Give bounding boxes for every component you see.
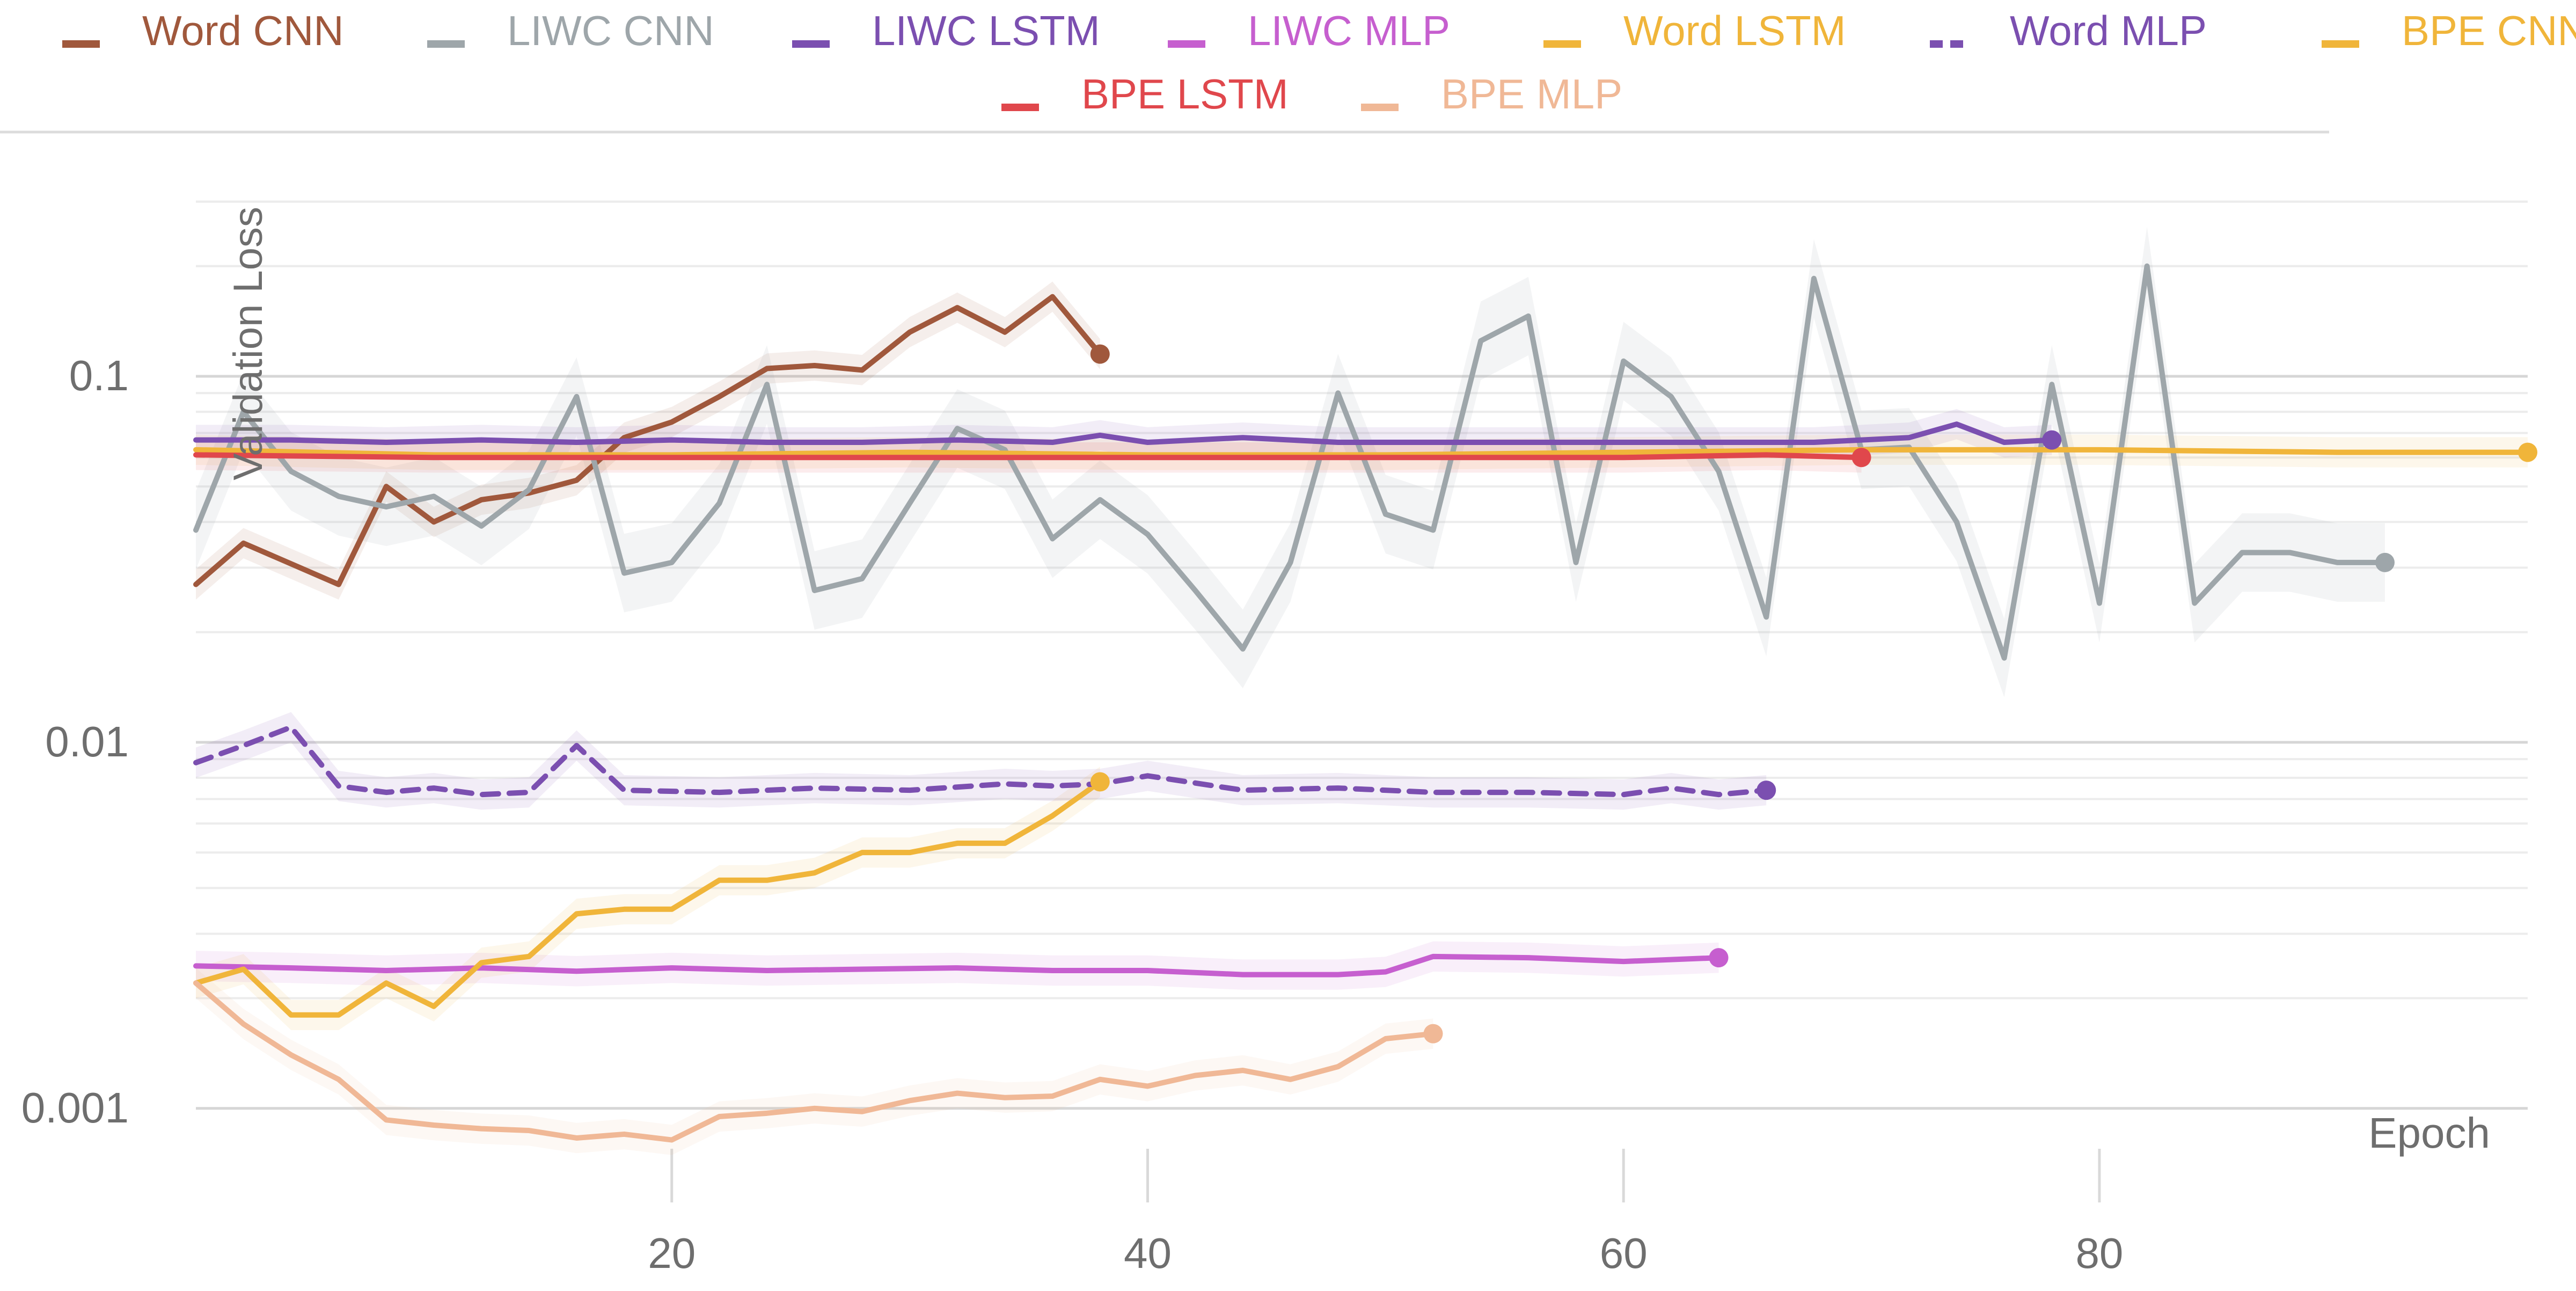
word-lstm-endpoint[interactable] [1090, 772, 1110, 792]
x-axis-label: Epoch [2368, 1109, 2490, 1157]
word-lstm-line[interactable] [193, 779, 1103, 1018]
legend-item-liwc-mlp[interactable]: LIWC MLP [1168, 7, 1450, 54]
word-cnn-endpoint[interactable] [1090, 344, 1110, 364]
legend-item-bpe-cnn[interactable]: BPE CNN [2322, 7, 2576, 54]
grid [196, 200, 2528, 1202]
legend-label: BPE CNN [2402, 7, 2576, 54]
word-cnn-line[interactable] [193, 294, 1103, 587]
legend-label: LIWC MLP [1248, 7, 1450, 54]
legend-label: BPE LSTM [1081, 70, 1289, 118]
liwc-mlp-line[interactable] [193, 953, 1722, 978]
word-mlp-line[interactable] [193, 724, 1769, 798]
legend-item-word-cnn[interactable]: Word CNN [62, 7, 344, 54]
legend-label: Word CNN [142, 7, 344, 54]
liwc-cnn-line[interactable] [193, 263, 2388, 661]
liwc-cnn-band [196, 227, 2385, 697]
x-tick-label: 20 [648, 1229, 696, 1277]
bpe-lstm-endpoint[interactable] [1851, 448, 1871, 468]
bpe-lstm-line[interactable] [193, 452, 1864, 461]
y-tick-label: 0.1 [69, 352, 129, 399]
word-lstm-band [196, 767, 1100, 1030]
y-tick-label: 0.01 [45, 718, 129, 765]
bpe-mlp-line[interactable] [193, 980, 1436, 1143]
x-tick-label: 40 [1124, 1229, 1172, 1277]
legend: Word CNN LIWC CNN LIWC LSTM LIWC MLP Word LS… [62, 7, 2576, 118]
bpe-mlp-endpoint[interactable] [1423, 1024, 1443, 1044]
y-axis-label: Validation Loss [225, 207, 271, 480]
legend-item-bpe-mlp[interactable]: BPE MLP [1361, 70, 1622, 118]
legend-item-liwc-lstm[interactable]: LIWC LSTM [792, 7, 1100, 54]
legend-item-word-lstm[interactable]: Word LSTM [1543, 7, 1846, 54]
confidence-bands [196, 227, 2528, 1155]
series-endpoints [1090, 344, 2537, 1044]
liwc-mlp-endpoint[interactable] [1709, 948, 1729, 968]
liwc-lstm-endpoint[interactable] [2042, 430, 2062, 450]
legend-label: LIWC LSTM [872, 7, 1100, 54]
liwc-lstm-band [196, 409, 2052, 458]
legend-item-liwc-cnn[interactable]: LIWC CNN [427, 7, 714, 54]
legend-item-bpe-lstm[interactable]: BPE LSTM [1001, 70, 1289, 118]
y-tick-label: 0.001 [21, 1084, 129, 1132]
legend-label: Word LSTM [1623, 7, 1846, 54]
bpe-cnn-endpoint[interactable] [2518, 442, 2537, 462]
legend-item-word-mlp[interactable]: Word MLP [1930, 7, 2207, 54]
bpe-mlp-band [196, 968, 1433, 1155]
legend-label: LIWC CNN [507, 7, 714, 54]
x-tick-label: 80 [2075, 1229, 2123, 1277]
legend-label: Word MLP [2010, 7, 2207, 54]
liwc-cnn-endpoint[interactable] [2375, 552, 2395, 572]
legend-label: BPE MLP [1441, 70, 1622, 118]
liwc-lstm-line[interactable] [193, 421, 2055, 446]
series-lines [193, 263, 2530, 1143]
axes: Validation Loss Epoch 0.001 0.01 0.1 20 40 60… [21, 207, 2490, 1277]
word-mlp-endpoint[interactable] [1757, 781, 1776, 800]
x-tick-label: 60 [1600, 1229, 1648, 1277]
word-mlp-band [196, 712, 1767, 810]
